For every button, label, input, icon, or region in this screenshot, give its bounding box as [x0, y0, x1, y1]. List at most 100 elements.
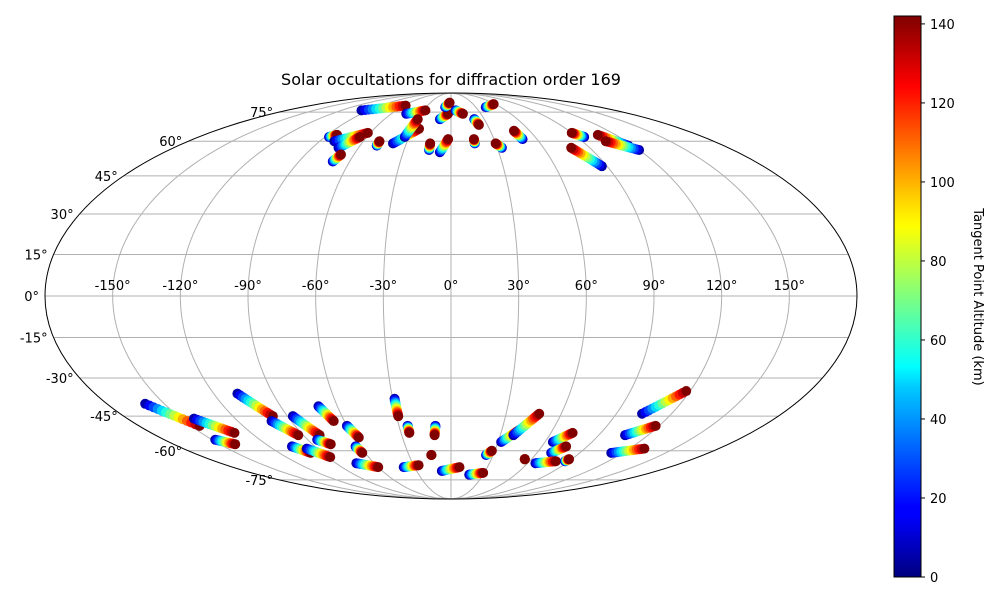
occultation-track — [351, 458, 384, 473]
lat-tick-label: -15° — [20, 332, 48, 347]
lat-tick-label: -75° — [245, 474, 273, 489]
occultation-track — [468, 134, 480, 149]
occultation-track — [356, 100, 411, 116]
occultation-track — [426, 450, 437, 461]
track-point — [412, 114, 423, 125]
lon-tick-label: 0° — [444, 279, 459, 294]
occultation-track — [508, 408, 545, 441]
track-point — [325, 452, 336, 463]
track-point — [561, 441, 572, 452]
track-point — [443, 134, 454, 145]
track-point — [639, 443, 650, 454]
track-point — [473, 119, 484, 130]
occultation-track — [301, 443, 336, 463]
track-point — [454, 462, 465, 473]
occultation-track — [389, 393, 404, 422]
latitude-tick-labels: -75° -60° -45° -30° -15° 0° 15° 30° 45° 60° 75° — [20, 106, 273, 489]
track-point — [534, 408, 545, 419]
track-point — [550, 456, 561, 467]
occultation-track — [434, 108, 454, 125]
occultation-track — [401, 105, 431, 119]
occultation-track — [434, 134, 454, 158]
colorbar-tick-label: 20 — [930, 492, 947, 507]
lon-tick-label: 90° — [642, 279, 665, 294]
occultation-track — [560, 454, 575, 467]
occultation-track — [508, 125, 528, 145]
track-point — [429, 430, 440, 441]
colorbar-tick-label: 60 — [930, 334, 947, 349]
track-point — [567, 427, 578, 438]
occultation-track — [490, 138, 507, 153]
longitude-tick-labels: -150° -120° -90° -60° -30° 0° 30° 60° 90° 120° 150… — [95, 279, 805, 294]
meridian-line — [112, 93, 452, 499]
track-point — [353, 432, 364, 443]
lat-tick-label: -60° — [155, 445, 183, 460]
occultation-track — [313, 401, 339, 427]
track-point — [230, 439, 241, 450]
lat-tick-label: 30° — [51, 208, 74, 223]
lat-tick-label: -30° — [46, 372, 74, 387]
track-point — [293, 430, 304, 441]
track-point — [681, 386, 692, 397]
colorbar-tick-label: 120 — [930, 97, 955, 112]
track-point — [600, 136, 611, 147]
track-point — [404, 427, 415, 438]
track-point — [488, 99, 499, 110]
occultation-track — [620, 420, 661, 441]
occultation-track — [440, 97, 455, 113]
occultation-track — [429, 420, 441, 441]
track-point — [425, 138, 436, 149]
occultation-track — [546, 441, 572, 458]
occultation-track — [566, 127, 590, 142]
colorbar-tick-label: 140 — [930, 18, 955, 33]
map-boundary — [44, 92, 858, 500]
lat-tick-label: 15° — [25, 248, 48, 263]
lon-tick-label: -120° — [162, 279, 198, 294]
track-point — [519, 454, 530, 465]
track-point — [490, 138, 501, 149]
lon-tick-label: 30° — [507, 279, 530, 294]
occultation-track — [637, 386, 692, 419]
occultation-track — [600, 136, 645, 156]
occultation-track — [399, 114, 423, 142]
track-point — [357, 447, 368, 458]
track-point — [468, 134, 479, 145]
track-point — [325, 439, 336, 450]
occultation-track — [480, 99, 499, 113]
track-point — [229, 427, 240, 438]
occultation-track — [287, 411, 325, 441]
lat-tick-label: 45° — [95, 170, 118, 185]
track-point — [566, 142, 577, 153]
colorbar-tick-label: 0 — [930, 571, 938, 586]
track-point — [420, 105, 431, 116]
occultation-track — [188, 413, 240, 438]
occultation-track — [312, 434, 336, 450]
occultation-track — [547, 427, 578, 447]
track-point — [592, 129, 603, 140]
track-point — [373, 462, 384, 473]
track-point — [393, 411, 404, 422]
lon-tick-label: -60° — [302, 279, 330, 294]
occultation-track — [606, 443, 650, 458]
occultation-track — [266, 416, 304, 441]
colorbar-label: Tangent Point Altitude (km) — [970, 207, 985, 385]
occultation-track — [398, 460, 424, 473]
occultation-track — [341, 420, 364, 443]
lat-tick-label: -45° — [90, 410, 118, 425]
occultation-track — [469, 114, 484, 130]
occultation-track — [436, 462, 465, 476]
chart-title: Solar occultations for diffraction order… — [281, 70, 621, 89]
lon-tick-label: -30° — [369, 279, 397, 294]
track-point — [508, 125, 519, 136]
lon-tick-label: 60° — [575, 279, 598, 294]
occultation-track — [424, 138, 436, 156]
track-point — [486, 445, 497, 456]
track-point — [564, 454, 575, 465]
occultation-track — [210, 434, 241, 450]
colorbar-gradient — [893, 15, 922, 578]
occultation-track — [530, 456, 561, 469]
lon-tick-label: 150° — [774, 279, 805, 294]
colorbar-tick-label: 100 — [930, 176, 955, 191]
occultation-track — [350, 441, 368, 458]
track-point — [336, 149, 346, 160]
